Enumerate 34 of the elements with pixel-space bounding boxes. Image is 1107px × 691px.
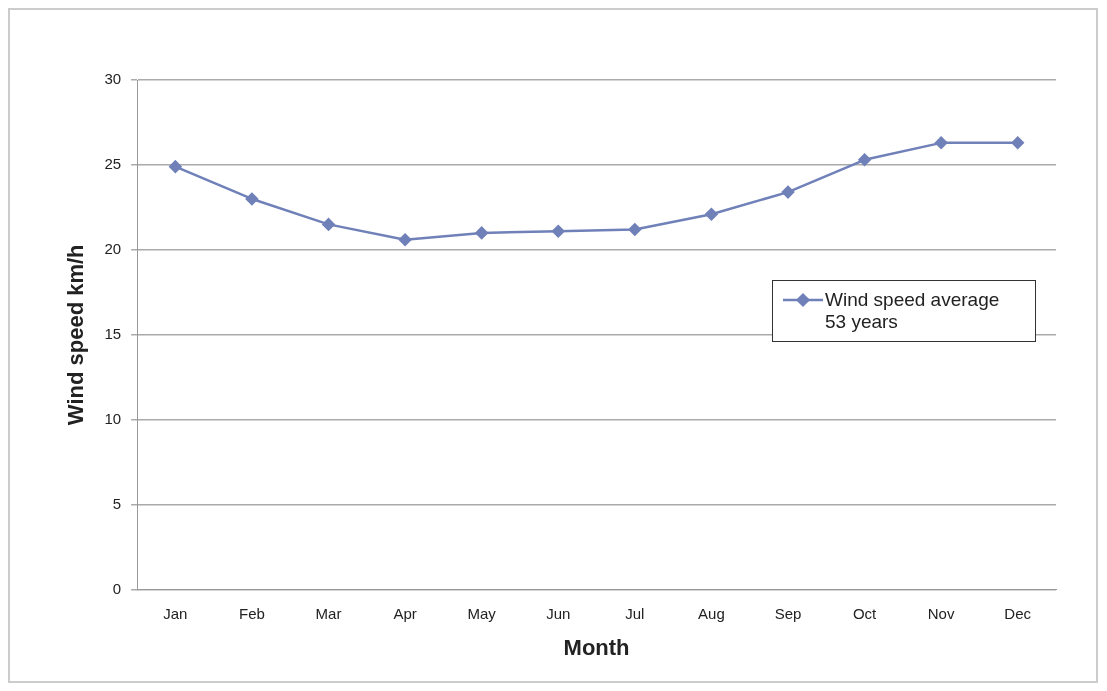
point [475,226,488,240]
y-tick-label: 15 [104,324,122,342]
x-tick-label: Jan [163,604,188,622]
x-tick-label: Oct [852,604,878,622]
point [705,207,718,221]
x-tick-label: May [467,604,497,622]
point [628,223,642,236]
point [781,185,795,199]
x-tick-label: Sep [774,604,802,622]
y-tick-label: 20 [104,240,122,258]
point [245,192,259,206]
point [169,160,182,173]
x-tick-label: Jun [546,604,571,622]
y-tick-label: 10 [104,409,122,427]
x-tick-label: Mar [315,604,342,622]
point [1011,136,1024,150]
x-tick-label: Apr [393,604,417,622]
point [934,136,948,150]
point [398,233,412,246]
x-tick-label: Dec [1004,604,1032,622]
y-tick-label: 25 [104,155,122,173]
legend-label: Wind speed average 53 years [825,289,1001,333]
y-tick-label: 0 [112,579,122,597]
x-axis-title: Month [563,634,630,660]
x-tick-label: Jul [625,604,645,622]
x-tick-label: Nov [927,604,955,622]
point [322,218,335,231]
y-axis-title: Wind speed km/h [63,244,89,426]
y-tick-label: 30 [104,70,122,88]
x-tick-label: Feb [239,604,265,622]
x-tick-label: Aug [698,604,725,622]
point [858,153,871,167]
point [552,224,565,238]
y-tick-label: 5 [112,494,122,512]
